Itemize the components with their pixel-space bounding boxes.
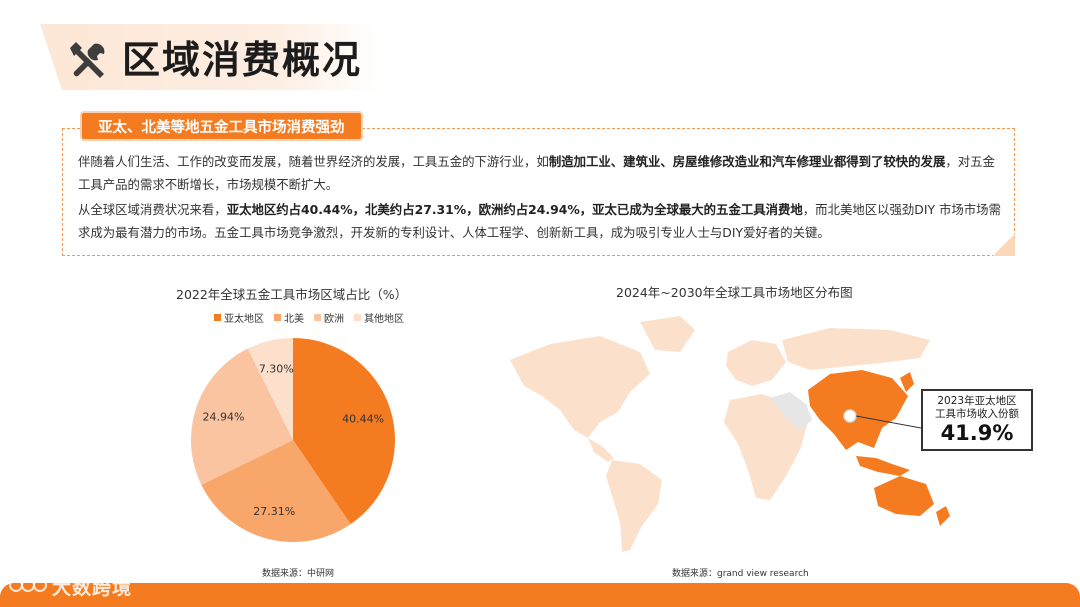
europe-shape: [726, 340, 786, 386]
legend-swatch: [274, 314, 281, 321]
legend-swatch: [314, 314, 321, 321]
callout-line-1: 2023年亚太地区: [937, 395, 1017, 407]
asia-share-callout: 2023年亚太地区 工具市场收入份额 41.9%: [921, 389, 1033, 451]
watermark-logo-icon: [9, 578, 47, 592]
para1-run-0: 伴随着人们生活、工作的改变而发展，随着世界经济的发展，工具五金的下游行业，如: [78, 154, 549, 169]
asia-marker: [843, 409, 857, 423]
legend-swatch: [214, 314, 221, 321]
africa-shape: [724, 394, 808, 500]
summary-paragraph-1: 伴随着人们生活、工作的改变而发展，随着世界经济的发展，工具五金的下游行业，如制造…: [78, 150, 1003, 196]
greenland-shape: [640, 316, 695, 352]
map-chart-title: 2024年~2030年全球工具市场地区分布图: [616, 285, 853, 300]
pie-slice: [191, 348, 293, 485]
summary-paragraph-2: 从全球区域消费状况来看，亚太地区约占40.44%，北美约占27.31%，欧洲约占…: [78, 198, 1003, 244]
map-source: 数据来源：grand view research: [672, 569, 809, 579]
north-america-shape: [510, 336, 650, 438]
watermark: 大数跨境: [8, 573, 132, 600]
world-map: [510, 316, 950, 552]
legend-label: 其他地区: [364, 314, 404, 325]
legend-label: 北美: [284, 314, 304, 325]
north-asia-shape: [782, 328, 930, 370]
tools-icon: [70, 42, 105, 78]
pie-data-label: 7.30%: [259, 362, 294, 375]
watermark-text: 大数跨境: [52, 577, 133, 599]
middle-east-shape: [770, 392, 812, 430]
pie-chart: 40.44% 27.31% 24.94% 7.30%: [191, 338, 395, 542]
south-america-shape: [606, 460, 662, 552]
pie-slice: [201, 440, 351, 542]
footer-band: [0, 583, 1080, 607]
pie-data-label: 24.94%: [203, 410, 245, 423]
para1-run-1: 制造加工业、建筑业、房屋维修改造业和汽车修理业都得到了较快的发展: [548, 154, 946, 169]
pie-slice: [293, 338, 395, 525]
para1-run-2: ，对五金工具产品的需求不断增长，市场规模不断扩大。: [78, 154, 995, 192]
pie-source: 数据来源：中研网: [262, 569, 335, 579]
para2-run-1: 亚太地区约占40.44%，北美约占27.31%，欧洲约占24.94%，亚太已成为…: [226, 202, 803, 217]
legend-item: 亚太地区: [214, 310, 264, 325]
pie-data-label: 27.31%: [253, 505, 295, 518]
section-badge: 亚太、北美等地五金工具市场消费强劲: [80, 111, 363, 141]
asia-pacific-highlight: [808, 370, 950, 526]
pie-slice: [247, 338, 293, 440]
legend-item: 欧洲: [314, 310, 344, 325]
summary-box: [62, 128, 1015, 256]
legend-item: 北美: [274, 310, 304, 325]
central-america-shape: [588, 438, 614, 462]
callout-line-2: 工具市场收入份额: [935, 408, 1019, 420]
page-fold-decoration: [993, 234, 1015, 256]
para2-run-0: 从全球区域消费状况来看，: [78, 202, 227, 217]
pie-data-label: 40.44%: [342, 412, 384, 425]
page-title: 区域消费概况: [122, 38, 363, 82]
legend-label: 亚太地区: [224, 314, 264, 325]
para2-run-2: ，而北美地区以强劲DIY 市场市场需求成为最有潜力的市场。五金工具市场竞争激烈，…: [78, 202, 1001, 240]
legend-item: 其他地区: [354, 310, 404, 325]
callout-value: 41.9%: [940, 421, 1014, 445]
legend-label: 欧洲: [324, 314, 344, 325]
map-land: [510, 316, 930, 552]
pie-chart-title: 2022年全球五金工具市场区域占比（%）: [176, 287, 408, 302]
legend-swatch: [354, 314, 361, 321]
callout-leader-line: [855, 415, 922, 429]
pie-legend: 亚太地区 北美 欧洲 其他地区: [214, 310, 404, 325]
